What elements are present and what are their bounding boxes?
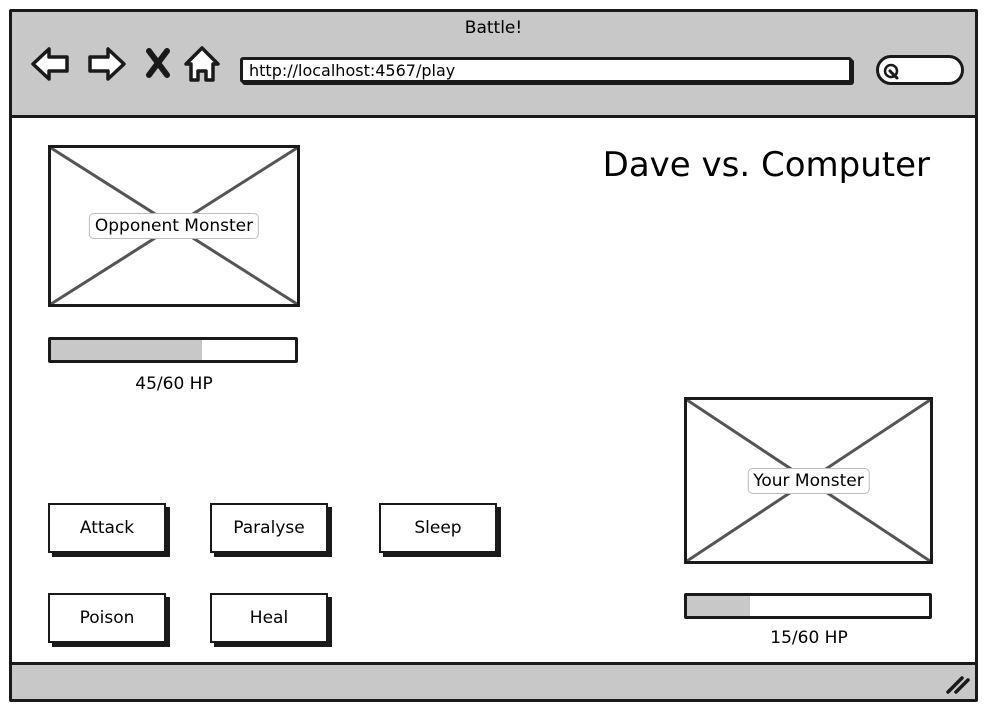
page-title: Dave vs. Computer xyxy=(602,145,930,185)
player-monster-image: Your Monster xyxy=(684,397,933,564)
sleep-button[interactable]: Sleep xyxy=(379,503,497,553)
heal-button[interactable]: Heal xyxy=(210,593,328,643)
back-arrow-icon[interactable] xyxy=(29,42,73,86)
search-field[interactable] xyxy=(876,55,964,85)
battle-page: Dave vs. Computer Opponent Monster 45/60… xyxy=(12,118,975,662)
opponent-hp-fill xyxy=(51,340,203,360)
poison-button[interactable]: Poison xyxy=(48,593,166,643)
search-icon xyxy=(883,63,899,80)
forward-arrow-icon[interactable] xyxy=(84,42,128,86)
paralyse-button[interactable]: Paralyse xyxy=(210,503,328,553)
attack-button[interactable]: Attack xyxy=(48,503,166,553)
opponent-hp-text: 45/60 HP xyxy=(135,374,213,394)
opponent-hp-bar xyxy=(48,337,298,363)
opponent-monster-label: Opponent Monster xyxy=(88,213,260,239)
status-bar xyxy=(12,662,975,699)
opponent-monster-image: Opponent Monster xyxy=(48,145,300,307)
player-monster-label: Your Monster xyxy=(747,467,870,494)
player-hp-bar xyxy=(684,593,932,619)
resize-grip-icon[interactable] xyxy=(945,673,971,695)
address-bar[interactable]: http://localhost:4567/play xyxy=(240,57,852,83)
player-hp-text: 15/60 HP xyxy=(770,628,848,648)
browser-toolbar: Battle! http://localhost:4567/play xyxy=(12,12,975,118)
browser-window: Battle! http://localhost:4567/play xyxy=(9,9,978,702)
window-title: Battle! xyxy=(464,18,523,38)
close-icon[interactable] xyxy=(140,42,184,86)
address-url: http://localhost:4567/play xyxy=(249,61,456,80)
player-hp-fill xyxy=(687,596,750,616)
home-icon[interactable] xyxy=(181,42,225,86)
